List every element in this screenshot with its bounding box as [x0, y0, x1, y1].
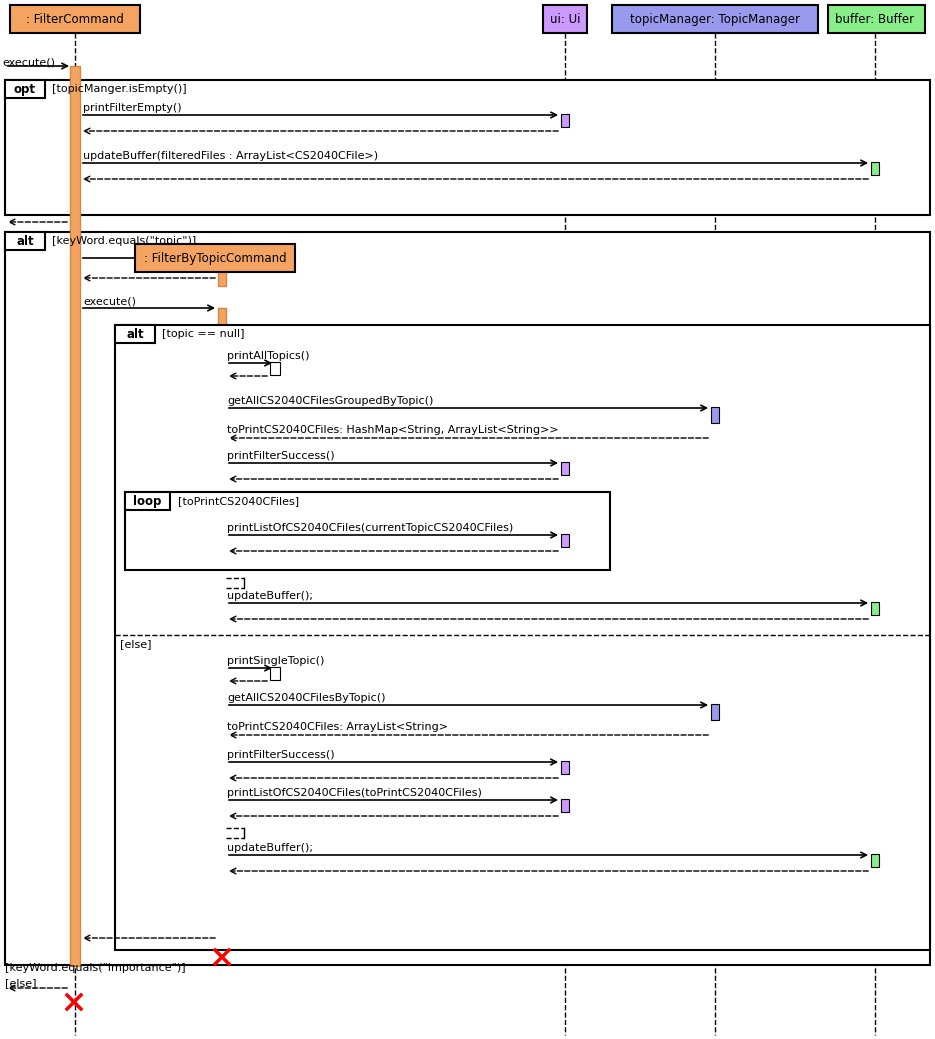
Text: updateBuffer();: updateBuffer();: [227, 843, 313, 853]
Text: alt: alt: [16, 235, 34, 247]
Text: ui: Ui: ui: Ui: [550, 12, 581, 26]
Text: printFilterSuccess(): printFilterSuccess(): [227, 750, 335, 760]
Bar: [828, 5, 925, 33]
Bar: [115, 325, 930, 950]
Text: [else]: [else]: [5, 978, 36, 988]
Text: getAllCS2040CFilesGroupedByTopic(): getAllCS2040CFilesGroupedByTopic(): [227, 396, 434, 406]
Text: [keyWord.equals("importance")]: [keyWord.equals("importance")]: [5, 963, 186, 973]
Text: [else]: [else]: [120, 639, 151, 649]
Text: printListOfCS2040CFiles(currentTopicCS2040CFiles): printListOfCS2040CFiles(currentTopicCS20…: [227, 523, 513, 533]
Bar: [115, 325, 155, 343]
Text: execute(): execute(): [83, 296, 136, 307]
Text: [topicManger.isEmpty()]: [topicManger.isEmpty()]: [52, 84, 187, 94]
Text: : FilterCommand: : FilterCommand: [26, 12, 124, 26]
Text: getAllCS2040CFilesByTopic(): getAllCS2040CFilesByTopic(): [227, 693, 385, 703]
Text: execute(): execute(): [2, 57, 55, 66]
Bar: [871, 162, 879, 175]
Text: printAllTopics(): printAllTopics(): [227, 351, 309, 361]
Text: [toPrintCS2040CFiles]: [toPrintCS2040CFiles]: [178, 496, 299, 506]
Text: : FilterByTopicCommand: : FilterByTopicCommand: [144, 251, 286, 265]
Bar: [871, 602, 879, 615]
Bar: [135, 244, 295, 272]
Bar: [5, 80, 45, 98]
Text: alt: alt: [126, 327, 144, 341]
Text: toPrintCS2040CFiles: HashMap<String, ArrayList<String>>: toPrintCS2040CFiles: HashMap<String, Arr…: [227, 425, 558, 435]
Text: printListOfCS2040CFiles(toPrintCS2040CFiles): printListOfCS2040CFiles(toPrintCS2040CFi…: [227, 788, 482, 798]
Bar: [561, 534, 569, 547]
Text: [keyWord.equals("topic")]: [keyWord.equals("topic")]: [52, 236, 196, 246]
Bar: [561, 114, 569, 127]
Text: loop: loop: [133, 495, 161, 507]
Bar: [711, 704, 719, 720]
Bar: [270, 667, 280, 680]
Bar: [218, 308, 226, 948]
Text: printSingleTopic(): printSingleTopic(): [227, 656, 324, 666]
Bar: [5, 232, 45, 250]
Bar: [10, 5, 140, 33]
Text: toPrintCS2040CFiles: ArrayList<String>: toPrintCS2040CFiles: ArrayList<String>: [227, 722, 448, 732]
Bar: [5, 232, 930, 965]
Text: updateBuffer(filteredFiles : ArrayList<CS2040CFile>): updateBuffer(filteredFiles : ArrayList<C…: [83, 151, 378, 161]
Bar: [612, 5, 818, 33]
Text: printFilterEmpty(): printFilterEmpty(): [83, 103, 181, 113]
Bar: [711, 407, 719, 423]
Text: updateBuffer();: updateBuffer();: [227, 591, 313, 601]
Bar: [70, 66, 80, 966]
Bar: [561, 799, 569, 812]
Bar: [270, 362, 280, 375]
Text: buffer: Buffer: buffer: Buffer: [836, 12, 914, 26]
Bar: [561, 761, 569, 774]
Bar: [543, 5, 587, 33]
Text: topicManager: TopicManager: topicManager: TopicManager: [630, 12, 800, 26]
Bar: [5, 80, 930, 215]
Bar: [125, 492, 610, 570]
Text: opt: opt: [14, 82, 36, 96]
Text: printFilterSuccess(): printFilterSuccess(): [227, 451, 335, 461]
Bar: [871, 854, 879, 867]
Bar: [125, 492, 170, 510]
Bar: [218, 272, 226, 286]
Text: [topic == null]: [topic == null]: [162, 329, 244, 339]
Bar: [561, 462, 569, 475]
